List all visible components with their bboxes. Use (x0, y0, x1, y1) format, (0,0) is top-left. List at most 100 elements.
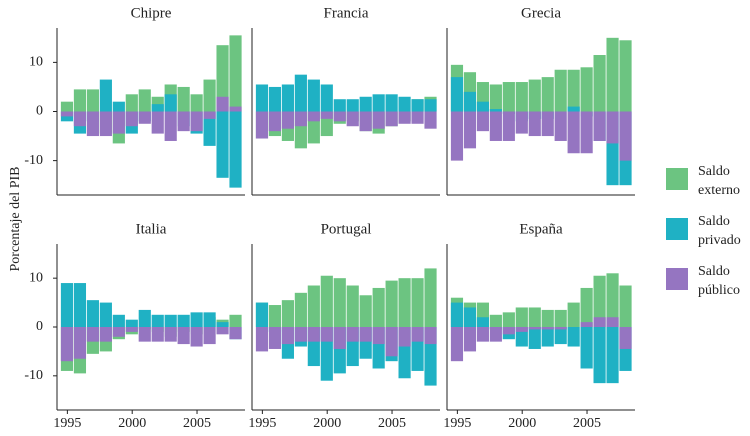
bar (333, 278, 346, 327)
bar (619, 40, 632, 112)
bar (567, 302, 580, 327)
bar (528, 111, 541, 137)
bar (476, 317, 489, 327)
bar (138, 111, 151, 124)
bar (398, 278, 411, 327)
bar (567, 69, 580, 112)
bar (359, 295, 372, 327)
bar (528, 327, 541, 349)
bar (606, 317, 619, 327)
bar (255, 84, 269, 112)
x-tick-label: 2000 (313, 416, 341, 431)
bar (411, 327, 424, 342)
bar (320, 327, 333, 342)
bar (125, 327, 138, 332)
legend-label: Saldo público (698, 264, 740, 298)
bar (86, 89, 99, 112)
bar (554, 327, 567, 330)
bar (216, 322, 229, 327)
bar (463, 307, 477, 327)
bar (125, 94, 138, 112)
bar (294, 327, 307, 342)
bar (346, 111, 359, 127)
bar (567, 111, 580, 154)
bar (60, 283, 74, 327)
bar (138, 89, 151, 112)
bar (450, 77, 464, 112)
y-tick-label: 0 (36, 104, 43, 119)
x-tick-label: 2005 (183, 416, 211, 431)
bar (411, 111, 424, 124)
bar (476, 327, 489, 342)
bar (346, 327, 359, 342)
bar (294, 111, 307, 127)
bar (554, 69, 567, 112)
bar (216, 45, 229, 112)
bar (528, 79, 541, 112)
bar (515, 307, 528, 327)
bar (424, 99, 437, 112)
bar (60, 111, 74, 117)
bar (593, 327, 606, 384)
bar (281, 327, 294, 345)
bar (398, 111, 411, 124)
bar (229, 111, 242, 188)
bar (164, 94, 177, 112)
bar (203, 79, 216, 112)
bar (359, 327, 372, 342)
bar (541, 77, 554, 112)
bar (190, 94, 203, 112)
bar (580, 322, 593, 327)
y-tick-label: -10 (24, 368, 43, 383)
bar (554, 309, 567, 327)
legend-label: Saldo privado (698, 214, 741, 248)
bar (138, 309, 151, 327)
bar (567, 106, 580, 112)
bar (580, 287, 593, 327)
bar (619, 111, 632, 161)
bar (554, 327, 567, 345)
bar (450, 327, 464, 362)
bar (112, 327, 125, 337)
x-tick-label: 1995 (248, 416, 276, 431)
y-axis-label: Porcentaje del PIB (8, 167, 23, 272)
bar (112, 101, 125, 112)
bar (203, 111, 216, 119)
bar (424, 268, 437, 327)
bar (385, 280, 398, 327)
bar (489, 84, 502, 112)
bar (502, 111, 515, 141)
bar (541, 327, 554, 330)
bar (567, 327, 580, 347)
bar (268, 111, 282, 132)
bar (268, 305, 282, 327)
bar (281, 84, 294, 112)
bar (151, 314, 164, 327)
bar (190, 312, 203, 327)
bar (463, 327, 477, 352)
bar (320, 84, 333, 112)
bar (99, 302, 112, 327)
bar (255, 111, 269, 139)
panel-title: Italia (136, 221, 167, 237)
bar (515, 111, 528, 134)
bar (593, 275, 606, 327)
bar (216, 96, 229, 112)
bar (502, 82, 515, 112)
panel-title: Grecia (521, 5, 561, 21)
bar (294, 292, 307, 327)
bar (177, 111, 190, 132)
bar (151, 111, 164, 134)
bar (320, 275, 333, 327)
bar (346, 99, 359, 112)
bar (320, 111, 333, 119)
bar (541, 111, 554, 137)
bar (593, 317, 606, 327)
bar (203, 312, 216, 327)
legend-label: Saldo externo (698, 164, 740, 198)
bar (99, 327, 112, 342)
bar (333, 99, 346, 112)
legend-swatch (666, 218, 688, 240)
bar (255, 327, 269, 352)
